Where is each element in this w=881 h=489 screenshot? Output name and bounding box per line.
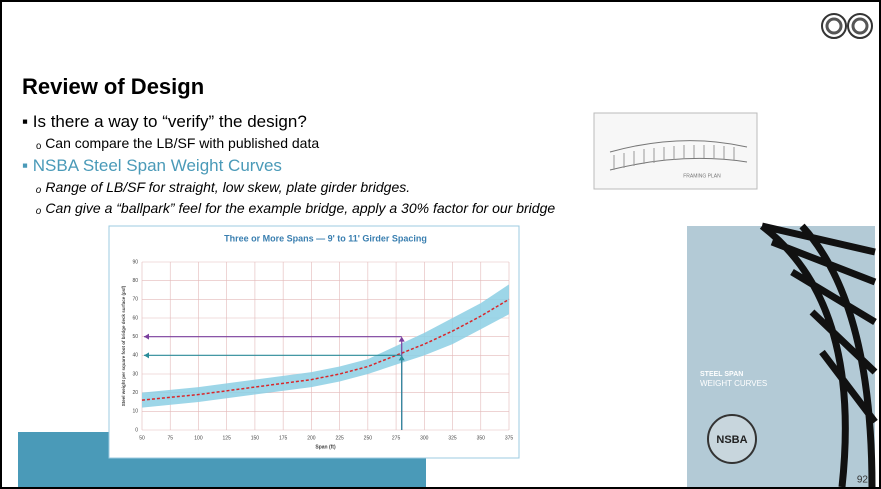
guide-arrowhead <box>398 336 405 342</box>
bullet-text: Can compare the LB/SF with published dat… <box>45 135 320 151</box>
x-tick-label: 375 <box>505 435 514 441</box>
x-tick-label: 50 <box>139 435 145 441</box>
book-cover: NSBA STEEL SPAN WEIGHT CURVES <box>687 222 878 487</box>
guide-arrowhead <box>144 333 149 340</box>
bullet-text: Can give a “ballpark” feel for the examp… <box>45 200 556 216</box>
bullet: ▪ NSBA Steel Span Weight Curves <box>22 156 282 175</box>
y-tick-label: 20 <box>132 390 138 396</box>
guide-arrowhead <box>144 352 149 359</box>
x-tick-label: 350 <box>477 435 486 441</box>
chart-title: Three or More Spans — 9' to 11' Girder S… <box>224 233 427 243</box>
bullet: ▪ Is there a way to “verify” the design? <box>22 112 307 131</box>
chart: Three or More Spans — 9' to 11' Girder S… <box>108 225 520 459</box>
x-tick-label: 325 <box>448 435 457 441</box>
x-tick-label: 300 <box>420 435 429 441</box>
x-axis-label: Span (ft) <box>315 444 336 450</box>
sub-bullet: ₒ Range of LB/SF for straight, low skew,… <box>36 179 411 195</box>
cover-seal: NSBA <box>716 434 747 446</box>
bullet-text: Is there a way to “verify” the design? <box>32 112 307 131</box>
y-tick-label: 40 <box>132 353 138 359</box>
slide-title: Review of Design <box>22 74 205 99</box>
framing-plan-label: FRAMING PLAN <box>683 173 721 179</box>
sub-bullet: ₒ Can compare the LB/SF with published d… <box>36 135 320 151</box>
y-tick-label: 60 <box>132 315 138 321</box>
guide-arrowhead <box>398 355 405 361</box>
y-tick-label: 70 <box>132 297 138 303</box>
framing-plan-image: FRAMING PLAN <box>593 112 758 190</box>
y-tick-label: 80 <box>132 278 138 284</box>
x-tick-label: 125 <box>223 435 232 441</box>
x-tick-label: 75 <box>167 435 173 441</box>
series-line <box>141 298 510 401</box>
x-tick-label: 200 <box>307 435 316 441</box>
cover-title-1: STEEL SPAN <box>700 371 743 378</box>
y-tick-label: 0 <box>135 427 138 433</box>
page-number: 92 <box>857 475 869 486</box>
y-tick-label: 10 <box>132 409 138 415</box>
x-tick-label: 250 <box>364 435 373 441</box>
x-tick-label: 100 <box>194 435 203 441</box>
bullet-text: NSBA Steel Span Weight Curves <box>32 156 282 175</box>
band-area <box>142 284 509 408</box>
logos <box>821 13 873 39</box>
cover-title-2: WEIGHT CURVES <box>700 379 767 388</box>
sub-bullet: ₒ Can give a “ballpark” feel for the exa… <box>36 200 556 216</box>
bullet-text: Range of LB/SF for straight, low skew, p… <box>45 179 411 195</box>
y-tick-label: 30 <box>132 371 138 377</box>
y-axis-label: Steel weight per square foot of bridge d… <box>121 285 126 406</box>
x-tick-label: 175 <box>279 435 288 441</box>
y-tick-label: 50 <box>132 334 138 340</box>
x-tick-label: 150 <box>251 435 260 441</box>
y-tick-label: 90 <box>132 259 138 265</box>
x-tick-label: 225 <box>335 435 344 441</box>
x-tick-label: 275 <box>392 435 401 441</box>
